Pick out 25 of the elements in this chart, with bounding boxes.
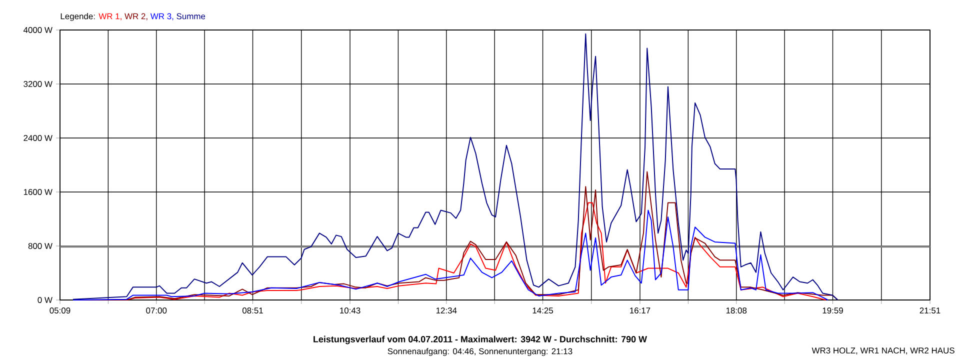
y-tick-label: 1600 W (24, 189, 52, 195)
x-tick-label: 18:08 (726, 308, 747, 314)
x-tick-label: 10:43 (340, 308, 360, 314)
text: Summe (176, 13, 206, 20)
text: WR 2, (124, 13, 148, 20)
y-tick-label: 4000 W (23, 27, 52, 33)
x-tick-label: 19:59 (822, 308, 843, 314)
x-tick-label: 16:17 (630, 308, 650, 314)
text: Leistungsverlauf vom 04.07.2011 - Maximalwert: 3942 W - Durchschnitt: 790 W (314, 336, 647, 344)
y-tick-label: 2400 W (24, 135, 52, 141)
y-tick-label: 3200 W (24, 81, 52, 87)
x-tick-label: 07:00 (146, 308, 167, 314)
y-tick-label: 0 W (38, 297, 52, 303)
x-tick-label: 12:34 (436, 308, 457, 314)
x-tick-label: 08:51 (242, 308, 263, 314)
text: WR 1, (98, 13, 122, 20)
legend-title: Legende: (60, 13, 95, 21)
text: WR 3, (150, 13, 174, 20)
x-tick-label: 14:25 (532, 308, 554, 314)
x-tick-label: 21:51 (920, 308, 940, 314)
y-tick-label: 800 W (28, 243, 52, 249)
line-series (72, 33, 838, 300)
x-tick-label: 05:09 (50, 308, 70, 314)
text: WR3 HOLZ, WR1 NACH, WR2 HAUS (812, 348, 954, 354)
text: Sonnenaufgang: 04:46, Sonnenuntergang: 21:13 (388, 348, 572, 356)
